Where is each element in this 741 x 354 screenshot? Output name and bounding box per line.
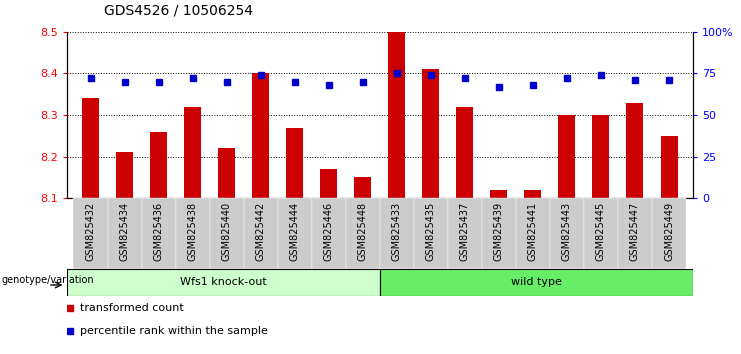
Bar	[618, 198, 652, 269]
Bar	[456, 107, 473, 198]
Bar	[244, 198, 278, 269]
Text: GSM825434: GSM825434	[119, 202, 130, 261]
Text: GSM825438: GSM825438	[187, 202, 198, 261]
Text: transformed count: transformed count	[81, 303, 185, 314]
Text: GSM825446: GSM825446	[324, 202, 333, 261]
Text: GDS4526 / 10506254: GDS4526 / 10506254	[104, 4, 253, 18]
Bar	[550, 198, 584, 269]
Bar	[626, 103, 643, 198]
Bar	[210, 198, 244, 269]
Bar	[286, 127, 303, 198]
Bar	[346, 198, 380, 269]
Text: percentile rank within the sample: percentile rank within the sample	[81, 326, 268, 337]
Bar	[252, 73, 269, 198]
Text: GSM825448: GSM825448	[358, 202, 368, 261]
Bar	[176, 198, 210, 269]
Bar	[107, 198, 142, 269]
Bar	[278, 198, 312, 269]
Text: GSM825436: GSM825436	[153, 202, 164, 261]
Text: GSM825449: GSM825449	[664, 202, 674, 261]
Bar	[422, 69, 439, 198]
Text: genotype/variation: genotype/variation	[1, 275, 94, 285]
Bar	[482, 198, 516, 269]
Bar	[150, 132, 167, 198]
Bar	[184, 107, 201, 198]
Bar	[559, 115, 576, 198]
Bar	[448, 198, 482, 269]
Bar	[67, 269, 379, 296]
Bar	[525, 190, 542, 198]
Text: GSM825445: GSM825445	[596, 202, 606, 261]
Text: GSM825435: GSM825435	[426, 202, 436, 261]
Bar	[218, 148, 235, 198]
Bar	[516, 198, 550, 269]
Text: GSM825437: GSM825437	[460, 202, 470, 261]
Bar	[413, 198, 448, 269]
Text: GSM825441: GSM825441	[528, 202, 538, 261]
Text: GSM825442: GSM825442	[256, 202, 266, 261]
Bar	[312, 198, 346, 269]
Bar	[142, 198, 176, 269]
Text: GSM825444: GSM825444	[290, 202, 299, 261]
Text: GSM825447: GSM825447	[630, 202, 640, 261]
Bar	[593, 115, 609, 198]
Text: wild type: wild type	[511, 277, 562, 287]
Bar	[584, 198, 618, 269]
Text: GSM825439: GSM825439	[494, 202, 504, 261]
Bar	[379, 269, 693, 296]
Bar	[116, 153, 133, 198]
Text: GSM825433: GSM825433	[392, 202, 402, 261]
Bar	[320, 169, 337, 198]
Text: Wfs1 knock-out: Wfs1 knock-out	[180, 277, 267, 287]
Text: GSM825443: GSM825443	[562, 202, 572, 261]
Text: GSM825440: GSM825440	[222, 202, 232, 261]
Bar	[380, 198, 413, 269]
Bar	[660, 136, 677, 198]
Bar	[82, 98, 99, 198]
Text: GSM825432: GSM825432	[85, 202, 96, 261]
Bar	[388, 32, 405, 198]
Bar	[73, 198, 107, 269]
Bar	[652, 198, 686, 269]
Bar	[491, 190, 508, 198]
Bar	[354, 177, 371, 198]
